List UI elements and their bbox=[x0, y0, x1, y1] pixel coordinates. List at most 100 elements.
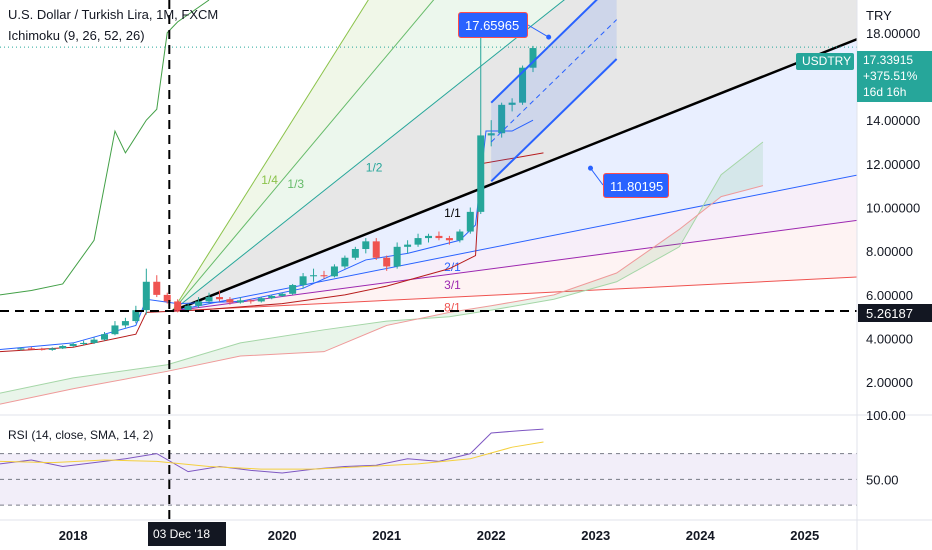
y-tick-label: 18.00000 bbox=[866, 26, 920, 41]
y-tick-label: 2.00000 bbox=[866, 375, 913, 390]
channel-mid bbox=[490, 19, 617, 143]
candle-body bbox=[174, 301, 182, 311]
channel-upper bbox=[490, 0, 598, 104]
candle bbox=[268, 294, 276, 300]
fan-label: 1/2 bbox=[366, 160, 383, 174]
candle bbox=[59, 345, 67, 350]
fan-line-1-3 bbox=[172, 0, 435, 312]
candle-body bbox=[351, 249, 359, 258]
candle-body bbox=[80, 342, 88, 345]
peak-connector bbox=[527, 24, 549, 38]
candle bbox=[69, 342, 77, 347]
candle bbox=[341, 255, 349, 269]
trendline-value: 11.80195 bbox=[610, 179, 664, 194]
fan-line-3-1 bbox=[172, 219, 857, 312]
candle-body bbox=[215, 297, 223, 300]
candle bbox=[257, 297, 265, 303]
candle bbox=[236, 297, 244, 304]
candle-body bbox=[38, 349, 46, 351]
rsi-tick-label: 100.00 bbox=[866, 408, 906, 423]
candle-body bbox=[466, 211, 474, 232]
candle-body bbox=[69, 344, 77, 346]
candle bbox=[90, 337, 98, 345]
y-tick-label: 10.00000 bbox=[866, 201, 920, 216]
price-tag: 17.33915 +375.51% 16d 16h bbox=[857, 51, 932, 102]
rsi-label: RSI (14, close, SMA, 14, 2) bbox=[8, 428, 154, 442]
candle bbox=[215, 290, 223, 302]
candle-body bbox=[247, 300, 255, 302]
candle-body bbox=[163, 294, 171, 302]
candle bbox=[383, 255, 391, 271]
candle bbox=[48, 347, 56, 351]
symbol-text: USDTRY bbox=[802, 54, 852, 68]
fan-label: 1/1 bbox=[444, 206, 461, 220]
channel-lower bbox=[490, 58, 618, 183]
candle bbox=[80, 340, 88, 346]
candle-body bbox=[27, 348, 35, 350]
candle-body bbox=[529, 48, 537, 68]
candle-body bbox=[425, 235, 432, 239]
fan-line-1-1 bbox=[171, 37, 857, 313]
peak-anchor bbox=[546, 34, 552, 40]
x-tick-label: 2021 bbox=[372, 528, 401, 543]
candle bbox=[425, 233, 432, 243]
candle bbox=[38, 347, 46, 351]
x-tick-label: 2023 bbox=[581, 528, 610, 543]
candle-body bbox=[184, 305, 192, 311]
candle bbox=[278, 292, 286, 298]
candle-body bbox=[372, 241, 380, 258]
candle-body bbox=[487, 133, 495, 136]
candle-body bbox=[404, 244, 412, 247]
candle bbox=[205, 292, 213, 304]
candle-body bbox=[477, 135, 485, 212]
y-tick-label: 6.00000 bbox=[866, 288, 913, 303]
candle bbox=[508, 98, 516, 112]
candle-body bbox=[362, 241, 370, 249]
rsi-tick-label: 50.00 bbox=[866, 472, 899, 487]
trendline-anchor bbox=[587, 165, 593, 171]
fan-line-8-1 bbox=[172, 276, 857, 312]
candle bbox=[310, 268, 318, 282]
candle bbox=[393, 242, 401, 269]
candle-body bbox=[519, 67, 527, 103]
candle bbox=[226, 297, 234, 305]
candle bbox=[299, 273, 307, 289]
candle bbox=[17, 347, 25, 351]
candle-body bbox=[383, 257, 391, 267]
chart-title: U.S. Dollar / Turkish Lira, 1M, FXCM bbox=[8, 7, 219, 22]
candle bbox=[101, 332, 109, 341]
candle bbox=[477, 24, 485, 215]
trendline-connector bbox=[590, 167, 604, 186]
candle bbox=[498, 102, 506, 138]
level-value: 5.26187 bbox=[866, 306, 913, 321]
candle bbox=[320, 270, 328, 279]
candle bbox=[372, 238, 380, 260]
x-tick-label: 2024 bbox=[686, 528, 716, 543]
candle-body bbox=[456, 231, 464, 241]
candle bbox=[163, 292, 171, 304]
currency-label: TRY bbox=[866, 8, 892, 23]
y-tick-label: 14.00000 bbox=[866, 113, 920, 128]
x-tick-label: 2025 bbox=[790, 528, 819, 543]
rsi-line bbox=[0, 428, 544, 474]
ichimoku-base-line bbox=[0, 152, 544, 353]
candle-body bbox=[435, 235, 443, 239]
candle-body bbox=[205, 297, 213, 302]
candle-body bbox=[111, 325, 119, 335]
peak-value: 17.65965 bbox=[465, 18, 520, 33]
candle-body bbox=[508, 102, 516, 105]
symbol-badge: USDTRY bbox=[796, 53, 854, 70]
candle bbox=[111, 321, 119, 336]
candle bbox=[351, 246, 359, 260]
y-tick-label: 8.00000 bbox=[866, 244, 913, 259]
candle-body bbox=[226, 299, 234, 303]
candle-body bbox=[320, 275, 328, 277]
candle bbox=[289, 283, 297, 295]
candle-body bbox=[59, 345, 67, 349]
fan-fill bbox=[172, 0, 857, 312]
candle-body bbox=[414, 238, 422, 245]
y-tick-label: 4.00000 bbox=[866, 332, 913, 347]
candle-body bbox=[121, 321, 129, 326]
candle-body bbox=[268, 295, 276, 299]
